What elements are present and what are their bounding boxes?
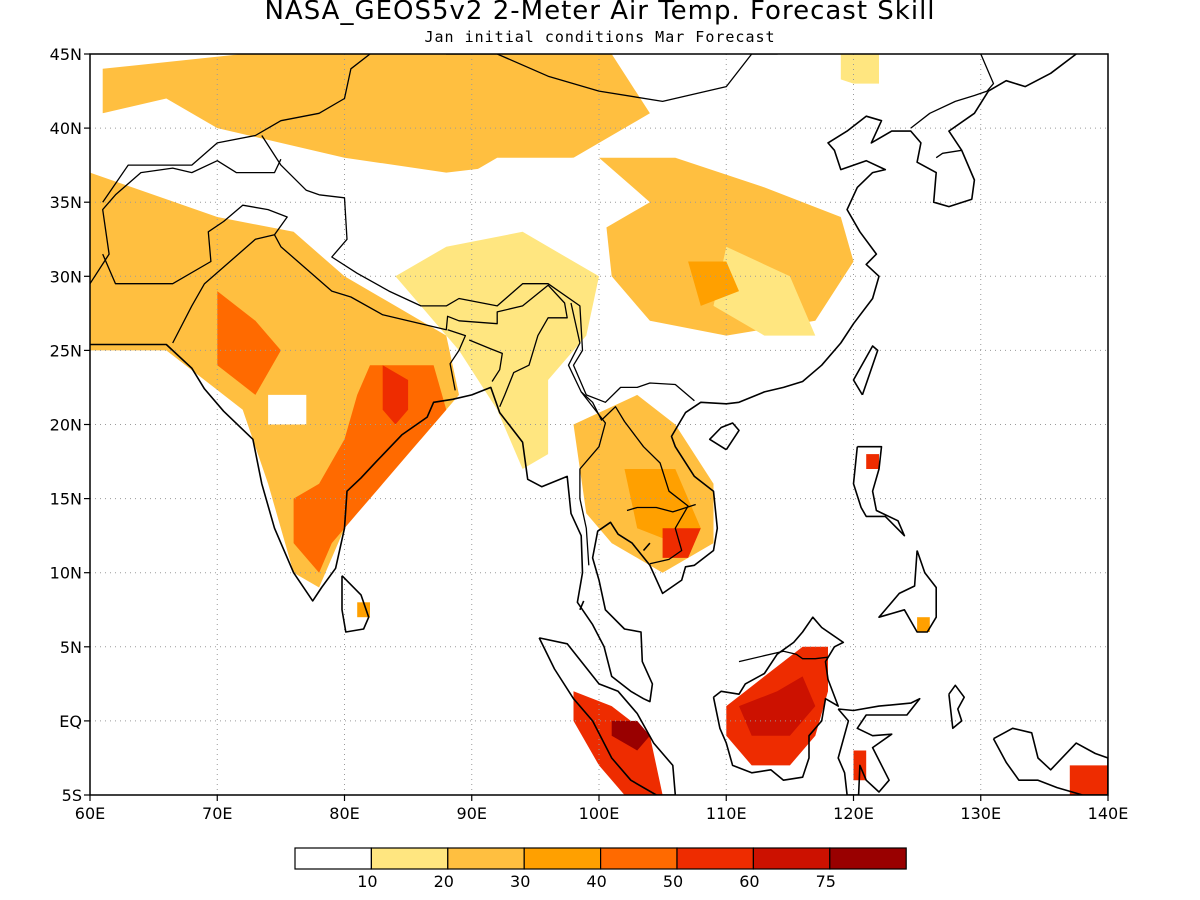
legend-swatch: [599, 847, 678, 870]
lon-tick-label: 130E: [960, 804, 1001, 823]
legend-swatch: [294, 847, 373, 870]
country-border: [273, 234, 568, 407]
axes: 60E 70E 80E 90E 100E 110E 120E 130E 140E 5S EQ 5N 10…: [50, 45, 1129, 823]
legend-swatch: [370, 847, 449, 870]
skill-region: [382, 365, 409, 425]
legend-label: 50: [663, 872, 683, 891]
skill-region: [573, 691, 663, 795]
lat-tick-label: 15N: [50, 490, 82, 509]
lat-tick-label: 30N: [50, 267, 82, 286]
legend-label: 40: [586, 872, 606, 891]
lat-tick-label: EQ: [59, 712, 82, 731]
country-border: [935, 149, 962, 159]
coastline: [948, 684, 966, 730]
country-border: [579, 391, 607, 566]
lat-tick-label: 45N: [50, 45, 82, 64]
low-skill-area: [446, 157, 650, 232]
coastline: [90, 54, 1077, 703]
skill-region: [611, 720, 650, 751]
skill-region: [102, 54, 650, 173]
legend-label: 20: [434, 872, 454, 891]
coastline: [642, 542, 651, 552]
skill-region: [739, 676, 816, 736]
country-border: [447, 329, 467, 391]
country-border: [468, 339, 503, 382]
legend-label: 10: [357, 872, 377, 891]
skill-region: [713, 246, 816, 336]
legend-swatch: [523, 847, 602, 870]
lat-tick-label: 20N: [50, 416, 82, 435]
coastline: [878, 550, 938, 633]
skill-region: [866, 454, 879, 469]
skill-region: [662, 528, 701, 558]
skill-region: [917, 617, 930, 632]
legend-label: 60: [739, 872, 759, 891]
lat-tick-label: 10N: [50, 564, 82, 583]
skill-region: [1069, 765, 1108, 795]
skill-region: [624, 469, 701, 544]
lat-tick-label: 5N: [60, 638, 82, 657]
country-border: [567, 302, 689, 565]
legend-label: 30: [510, 872, 530, 891]
skill-region: [840, 54, 879, 84]
country-border: [910, 90, 988, 129]
skill-region: [395, 231, 599, 469]
lon-tick-label: 80E: [329, 804, 359, 823]
coastline: [837, 697, 921, 795]
coastline: [992, 727, 1108, 795]
country-border: [261, 135, 320, 196]
lon-tick-label: 70E: [202, 804, 232, 823]
legend-swatch: [447, 847, 525, 870]
map-subtitle: Jan initial conditions Mar Forecast: [424, 28, 776, 46]
gridlines: [90, 54, 1108, 795]
country-borders: [90, 54, 1108, 795]
lon-tick-label: 140E: [1088, 804, 1129, 823]
country-border: [738, 650, 829, 663]
map-title: NASA_GEOS5v2 2-Meter Air Temp. Forecast …: [264, 0, 936, 26]
coastlines: [90, 54, 1108, 795]
low-skill-area: [102, 98, 218, 173]
coastline: [852, 345, 879, 396]
legend-swatch: [752, 847, 831, 870]
country-border: [319, 194, 695, 403]
lat-tick-label: 5S: [62, 786, 82, 805]
country-border: [102, 54, 371, 203]
coastline: [341, 575, 370, 633]
coastline: [708, 422, 740, 451]
coastline: [538, 637, 677, 795]
lon-tick-label: 100E: [579, 804, 620, 823]
lon-tick-label: 120E: [833, 804, 874, 823]
country-border: [102, 204, 288, 344]
legend-swatch: [829, 847, 907, 870]
lon-tick-label: 60E: [75, 804, 105, 823]
low-skill-area: [268, 394, 307, 425]
color-legend: 10 20 30 40 50 60 75: [294, 847, 907, 891]
country-border: [626, 503, 696, 513]
coastline: [852, 445, 906, 537]
lat-tick-label: 25N: [50, 341, 82, 360]
lat-tick-label: 40N: [50, 119, 82, 138]
country-border: [445, 54, 995, 103]
skill-region: [217, 291, 281, 395]
skill-fill-layer: [90, 54, 1108, 795]
legend-label: 75: [816, 872, 836, 891]
lon-tick-label: 110E: [706, 804, 747, 823]
coastline: [579, 600, 585, 611]
lon-tick-label: 90E: [457, 804, 487, 823]
lat-tick-label: 35N: [50, 193, 82, 212]
country-border: [90, 158, 282, 285]
coastline: [712, 616, 845, 782]
legend-swatch: [676, 847, 755, 870]
